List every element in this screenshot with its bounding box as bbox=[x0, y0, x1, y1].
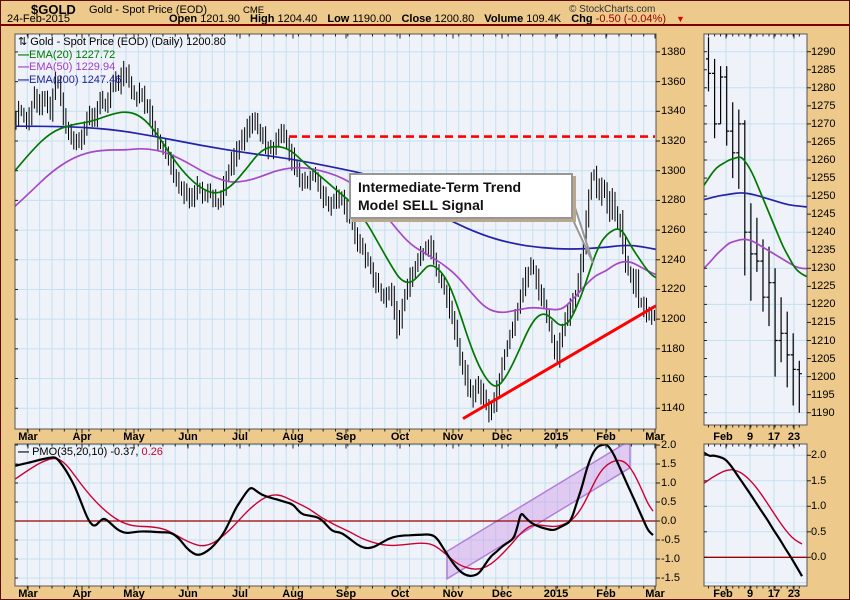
down-triangle-icon: ▼ bbox=[676, 14, 685, 24]
ticker-symbol: $GOLD bbox=[31, 2, 76, 17]
pmo-label: PMO(35,20,10) -0.37, bbox=[32, 446, 139, 458]
zoom-price-panel bbox=[704, 34, 807, 425]
close-label: Close bbox=[401, 13, 432, 25]
low-label: Low bbox=[327, 13, 350, 25]
pmo-legend-dash: — bbox=[18, 446, 29, 458]
pmo-signal-value: 0.26 bbox=[141, 446, 163, 458]
ticker-name: Gold - Spot Price (EOD) bbox=[89, 4, 207, 16]
header-row-1: $GOLD Gold - Spot Price (EOD) CME © Stoc… bbox=[1, 2, 849, 17]
zoom-ema200-line bbox=[704, 192, 807, 208]
zoom-pmo-panel bbox=[704, 444, 807, 586]
chg-label: Chg bbox=[571, 13, 593, 25]
open-label: Open bbox=[169, 13, 198, 25]
pmo-line bbox=[15, 444, 654, 578]
legend-title-line: ⇅ Gold - Spot Price (EOD) (Daily) 1200.8… bbox=[18, 36, 226, 49]
zoom-price-bars bbox=[705, 37, 802, 413]
ema50-line bbox=[15, 147, 656, 314]
close-value: 1200.80 bbox=[434, 13, 475, 25]
header-separator bbox=[1, 24, 849, 26]
high-label: High bbox=[250, 13, 275, 25]
sell-signal-callout: Intermediate-Term Trend Model SELL Signa… bbox=[349, 173, 573, 219]
quote-strip: Open 1201.90 High 1204.40 Low 1190.00 Cl… bbox=[169, 13, 692, 25]
support-trendline bbox=[462, 304, 656, 420]
ticker-exchange: CME bbox=[243, 5, 265, 16]
callout-line-2: Model SELL Signal bbox=[358, 197, 484, 213]
updown-arrows-icon: ⇅ bbox=[18, 36, 28, 48]
copyright-text: © StockCharts.com bbox=[569, 4, 656, 15]
chart-legend: ⇅ Gold - Spot Price (EOD) (Daily) 1200.8… bbox=[18, 36, 226, 86]
zoom-pmo-signal-line bbox=[704, 469, 803, 545]
zoom-ema20-line bbox=[704, 156, 807, 278]
chg-value: -0.50 (-0.04%) bbox=[595, 13, 666, 25]
callout-line-1: Intermediate-Term Trend bbox=[358, 179, 522, 195]
legend-ema-item: —EMA(20) 1227.72 bbox=[18, 48, 116, 61]
header-row-2: 24-Feb-2015 Open 1201.90 High 1204.40 Lo… bbox=[1, 13, 849, 25]
pmo-legend: — PMO(35,20,10) -0.37, 0.26 bbox=[18, 446, 163, 458]
legend-ema-item: —EMA(200) 1247.46 bbox=[18, 73, 122, 86]
volume-value: 109.4K bbox=[526, 13, 562, 25]
legend-ema-item: —EMA(50) 1229.94 bbox=[18, 61, 116, 73]
price-bars bbox=[15, 60, 655, 423]
volume-label: Volume bbox=[484, 13, 524, 25]
open-value: 1201.90 bbox=[200, 13, 240, 25]
legend-title: Gold - Spot Price (EOD) (Daily) 1200.80 bbox=[30, 36, 226, 48]
quote-date: 24-Feb-2015 bbox=[7, 13, 70, 25]
high-value: 1204.40 bbox=[277, 13, 318, 25]
pmo-signal-line bbox=[15, 457, 654, 570]
ema20-line bbox=[15, 111, 656, 387]
zoom-pmo-line bbox=[704, 451, 803, 577]
low-value: 1190.00 bbox=[352, 13, 392, 25]
zoom-ema50-line bbox=[704, 238, 807, 270]
